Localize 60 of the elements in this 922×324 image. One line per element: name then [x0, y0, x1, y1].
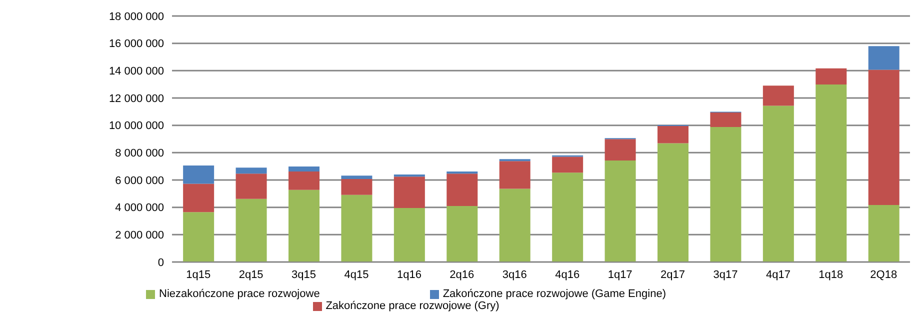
x-tick-label: 2q15: [238, 268, 264, 281]
bar: [236, 198, 267, 262]
bar: [552, 172, 584, 262]
y-tick-label: 14 000 000: [108, 66, 164, 78]
x-tick-label: 1q16: [396, 268, 422, 281]
legend-label: Zakończone prace rozwojowe (Gry): [326, 300, 500, 312]
bar: [604, 139, 636, 160]
x-tick-label: 1q15: [186, 268, 211, 281]
y-tick-label: 18 000 000: [108, 10, 164, 23]
bar: [658, 143, 688, 262]
bar: [816, 68, 847, 84]
legend-label: Zakończone prace rozwojowe (Game Engine): [442, 288, 666, 300]
bar: [868, 46, 900, 70]
y-tick-label: 16 000 000: [108, 38, 164, 50]
x-tick-label: 3q15: [292, 268, 316, 281]
bar: [394, 208, 425, 262]
x-tick-label: 1q17: [608, 268, 632, 281]
y-tick-label: 2 000 000: [115, 230, 164, 242]
bar: [868, 70, 900, 206]
x-tick-label: 4q15: [344, 268, 369, 281]
bar: [288, 166, 320, 172]
bar: [236, 168, 267, 174]
x-tick-label: 2Q18: [870, 268, 898, 281]
bar: [446, 174, 478, 206]
bar: [816, 84, 847, 262]
bar: [341, 176, 372, 180]
bar: [552, 156, 584, 173]
x-tick-label: 3q16: [502, 268, 527, 281]
bar: [710, 126, 742, 262]
x-tick-label: 1q18: [818, 268, 844, 281]
bar: [288, 190, 320, 262]
bar: [341, 179, 372, 195]
bar: [183, 212, 214, 262]
y-tick-label: 12 000 000: [108, 92, 164, 105]
x-tick-label: 3q17: [713, 268, 738, 281]
bar: [710, 112, 742, 127]
x-tick-label: 2q16: [450, 268, 474, 281]
bar: [236, 174, 267, 199]
bar: [341, 194, 372, 262]
y-tick-label: 6 000 000: [115, 174, 164, 187]
y-tick-label: 0: [158, 256, 164, 269]
bar: [658, 126, 688, 144]
y-tick-label: 10 000 000: [108, 120, 164, 132]
x-tick-label: 4q17: [766, 268, 790, 281]
legend-label: Niezakończone prace rozwojowe: [159, 288, 320, 300]
x-tick-label: 4q16: [555, 268, 580, 281]
y-tick-label: 8 000 000: [115, 148, 164, 160]
bar: [499, 188, 530, 262]
bar: [183, 166, 214, 184]
bar: [762, 106, 794, 262]
x-tick-label: 2q17: [660, 268, 686, 281]
y-tick-label: 4 000 000: [115, 202, 164, 214]
bar: [868, 205, 900, 262]
bar: [762, 86, 794, 106]
bar: [394, 176, 425, 208]
bar: [446, 206, 478, 262]
bar: [288, 172, 320, 190]
bar: [183, 184, 214, 212]
bar: [604, 160, 636, 262]
bar: [499, 161, 530, 189]
